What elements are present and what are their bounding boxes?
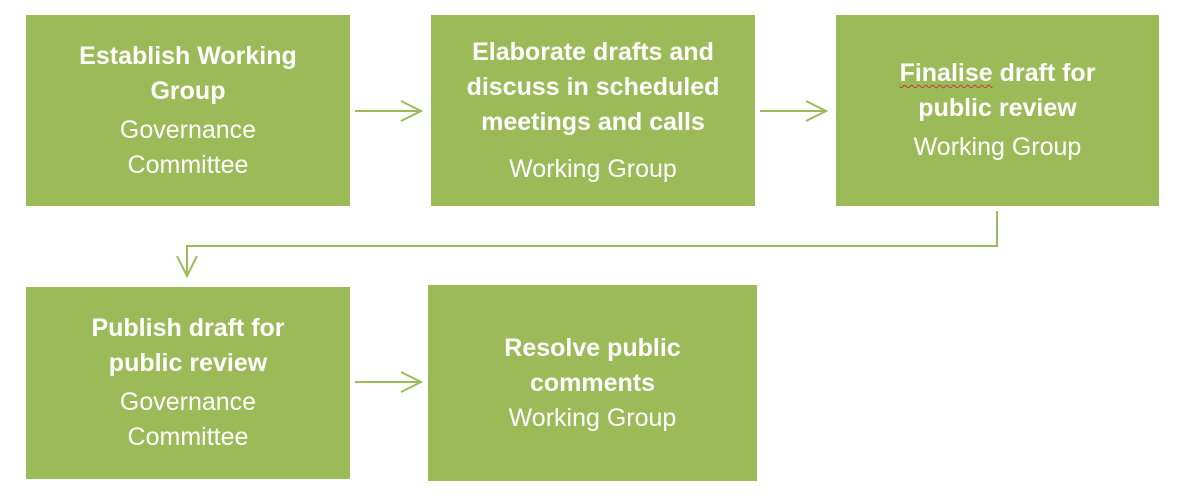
step-title: Elaborate drafts and discuss in schedule…: [467, 35, 720, 140]
step-role: Governance Committee: [120, 385, 256, 455]
step-role: Working Group: [509, 401, 677, 436]
arrow-step3-to-step4: [187, 211, 997, 276]
step-title: Publish draft for public review: [91, 311, 284, 381]
step-role: Working Group: [509, 152, 677, 187]
spellcheck-flagged-word: Finalise: [900, 59, 993, 87]
step-role: Working Group: [914, 130, 1082, 165]
step-establish-working-group: Establish Working Group Governance Commi…: [26, 15, 350, 206]
step-finalise-draft: Finalise draft for public review Working…: [836, 15, 1159, 206]
step-title: Establish Working Group: [79, 39, 297, 109]
step-title: Resolve public comments: [504, 331, 680, 401]
step-role: Governance Committee: [120, 113, 256, 183]
step-title: Finalise draft for public review: [900, 56, 1096, 126]
step-publish-draft: Publish draft for public review Governan…: [26, 287, 350, 479]
step-elaborate-drafts: Elaborate drafts and discuss in schedule…: [431, 15, 755, 206]
step-resolve-public-comments: Resolve public comments Working Group: [428, 285, 757, 481]
